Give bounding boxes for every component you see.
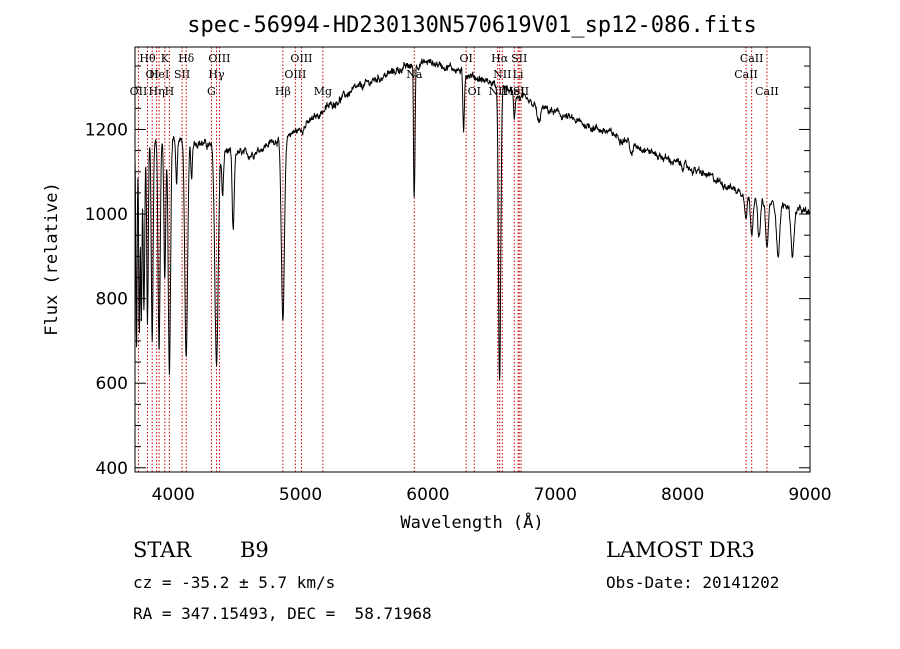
axis-tick-labels: 4000 5000 6000 7000 8000 9000 400 600 800 1000 120… — [85, 120, 832, 505]
line-marker-label: NII — [493, 68, 511, 81]
x-tick-label: 8000 — [661, 485, 704, 505]
coordinates: RA = 347.15493, DEC = 58.71968 — [133, 604, 432, 623]
line-marker-label: Li — [513, 68, 524, 81]
y-tick-label: 400 — [96, 459, 128, 479]
x-tick-label: 9000 — [788, 485, 831, 505]
y-tick-label: 800 — [96, 290, 128, 310]
spectrum-line — [134, 58, 811, 381]
y-tick-label: 1200 — [85, 120, 128, 140]
line-marker-label: Hα — [491, 52, 509, 65]
chart-title: spec-56994-HD230130N570619V01_sp12-086.f… — [187, 13, 757, 38]
line-marker-label: Na — [406, 68, 423, 81]
x-axis-label: Wavelength (Å) — [400, 511, 543, 533]
line-marker-label: OII — [130, 85, 148, 98]
line-marker-label: OI — [146, 68, 159, 81]
line-marker-label: Hγ — [208, 68, 225, 81]
x-tick-label: 7000 — [534, 485, 577, 505]
line-marker-label: Hβ — [275, 85, 291, 98]
plot-frame — [134, 46, 811, 473]
line-marker-label: Hδ — [178, 52, 195, 65]
line-marker-label: Mg — [314, 85, 332, 98]
line-marker-label: H — [165, 85, 175, 98]
line-marker-label: OIII — [208, 52, 230, 65]
line-marker-label: HeI — [149, 68, 169, 81]
object-subclass: B9 — [240, 538, 269, 562]
line-marker-label: CaII — [740, 52, 764, 65]
line-marker-label: OI — [459, 52, 472, 65]
x-tick-label: 4000 — [152, 485, 195, 505]
x-tick-label: 6000 — [406, 485, 449, 505]
line-marker-label: CaII — [755, 85, 779, 98]
line-marker-label: HeI — [504, 85, 524, 98]
line-marker-label: OIII — [290, 52, 312, 65]
x-tick-label: 5000 — [279, 485, 322, 505]
y-axis-label: Flux (relative) — [42, 182, 62, 336]
y-tick-label: 1000 — [85, 205, 128, 225]
line-marker-label: Hθ — [139, 52, 156, 65]
line-marker-label: OIII — [284, 68, 306, 81]
line-marker-label: SII — [511, 52, 527, 65]
line-marker-label: K — [161, 52, 170, 65]
y-tick-label: 600 — [96, 374, 128, 394]
line-marker-label: Hη — [149, 85, 165, 98]
line-marker-label: SII — [174, 68, 190, 81]
line-marker-label: OI — [468, 85, 481, 98]
line-marker-label: G — [207, 85, 216, 98]
observation-date: Obs-Date: 20141202 — [606, 573, 780, 592]
line-marker-label: CaII — [734, 68, 758, 81]
axis-ticks — [135, 65, 810, 469]
object-class: STAR — [133, 538, 192, 562]
redshift-velocity: cz = -35.2 ± 5.7 km/s — [133, 573, 336, 592]
survey-name: LAMOST DR3 — [606, 538, 755, 562]
line-marker-group — [137, 47, 768, 472]
line-label-group: OII Hθ OI Hη HeI K H SII Hδ G Hγ OIII Hβ OIII OIII Mg Na… — [130, 52, 779, 98]
